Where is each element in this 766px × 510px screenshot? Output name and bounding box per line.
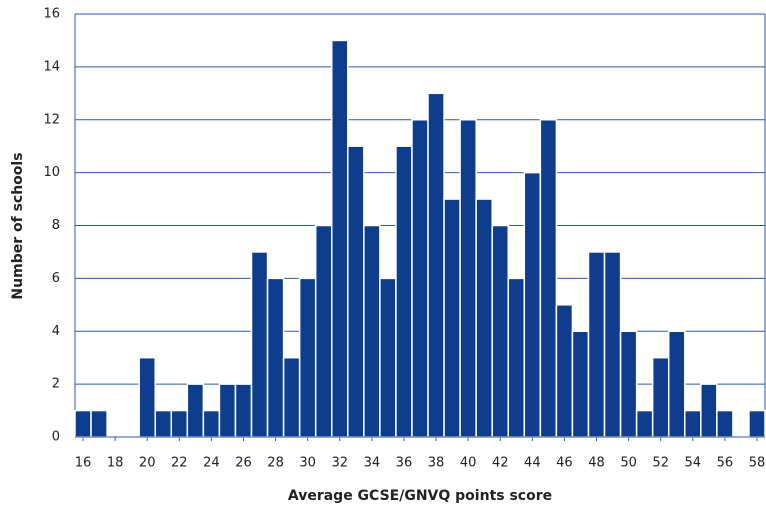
- x-tick-label: 38: [428, 456, 445, 471]
- bar: [90, 409, 108, 438]
- bar: [411, 119, 429, 438]
- bar: [667, 330, 686, 438]
- x-tick-label: 32: [331, 456, 348, 471]
- x-tick-label: 58: [749, 456, 766, 471]
- bar: [587, 251, 606, 438]
- x-tick-label: 44: [524, 456, 541, 471]
- x-tick-label: 26: [235, 456, 252, 471]
- bar: [635, 409, 654, 438]
- x-axis-title: Average GCSE/GNVQ points score: [288, 488, 552, 504]
- x-tick-label: 34: [364, 456, 381, 471]
- bar: [314, 224, 333, 438]
- bar: [395, 145, 413, 438]
- x-tick-label: 52: [652, 456, 669, 471]
- bar: [186, 383, 205, 438]
- y-tick-label: 14: [43, 59, 60, 74]
- bar: [154, 409, 173, 438]
- y-tick-label: 16: [43, 7, 60, 22]
- x-tick-label: 22: [171, 456, 188, 471]
- y-tick-label: 4: [52, 324, 60, 339]
- bar: [234, 383, 253, 438]
- y-tick-label: 10: [43, 165, 60, 180]
- bar: [347, 145, 365, 438]
- bar: [459, 119, 477, 438]
- bar: [523, 171, 542, 438]
- x-tick-label: 50: [620, 456, 637, 471]
- bar: [363, 224, 381, 438]
- bar: [491, 224, 510, 438]
- x-tick-label: 48: [588, 456, 605, 471]
- x-tick-label: 42: [492, 456, 509, 471]
- x-tick-label: 16: [75, 456, 92, 471]
- bar: [298, 277, 317, 438]
- bar: [443, 198, 461, 438]
- x-tick-label: 30: [299, 456, 316, 471]
- bar: [202, 409, 221, 438]
- bar: [539, 119, 558, 438]
- bar: [379, 277, 397, 438]
- bar: [330, 39, 349, 438]
- bar: [555, 304, 574, 438]
- bar: [218, 383, 237, 438]
- bar: [427, 92, 445, 438]
- x-tick-label: 46: [556, 456, 573, 471]
- bar: [571, 330, 590, 438]
- bar: [651, 356, 670, 438]
- bar: [684, 409, 702, 438]
- x-tick-label: 20: [139, 456, 156, 471]
- bar: [138, 356, 156, 438]
- y-tick-label: 6: [52, 271, 60, 286]
- bar: [603, 251, 622, 438]
- bar: [716, 409, 734, 438]
- bar: [74, 409, 92, 438]
- bar: [266, 277, 285, 438]
- y-axis-title: Number of schools: [10, 152, 26, 299]
- bar: [507, 277, 526, 438]
- x-tick-label: 24: [203, 456, 220, 471]
- x-tick-label: 56: [717, 456, 734, 471]
- bar: [282, 356, 301, 438]
- x-tick-label: 40: [460, 456, 477, 471]
- y-tick-label: 2: [52, 377, 60, 392]
- y-tick-label: 12: [43, 112, 60, 127]
- bar: [475, 198, 493, 438]
- bar: [619, 330, 638, 438]
- bar: [250, 251, 269, 438]
- bar: [748, 409, 766, 438]
- y-tick-label: 0: [52, 430, 60, 445]
- x-tick-label: 54: [685, 456, 702, 471]
- x-tick-label: 18: [107, 456, 124, 471]
- x-tick-label: 36: [396, 456, 413, 471]
- bar: [170, 409, 189, 438]
- y-tick-label: 8: [52, 218, 60, 233]
- x-tick-label: 28: [267, 456, 284, 471]
- bar: [700, 383, 718, 438]
